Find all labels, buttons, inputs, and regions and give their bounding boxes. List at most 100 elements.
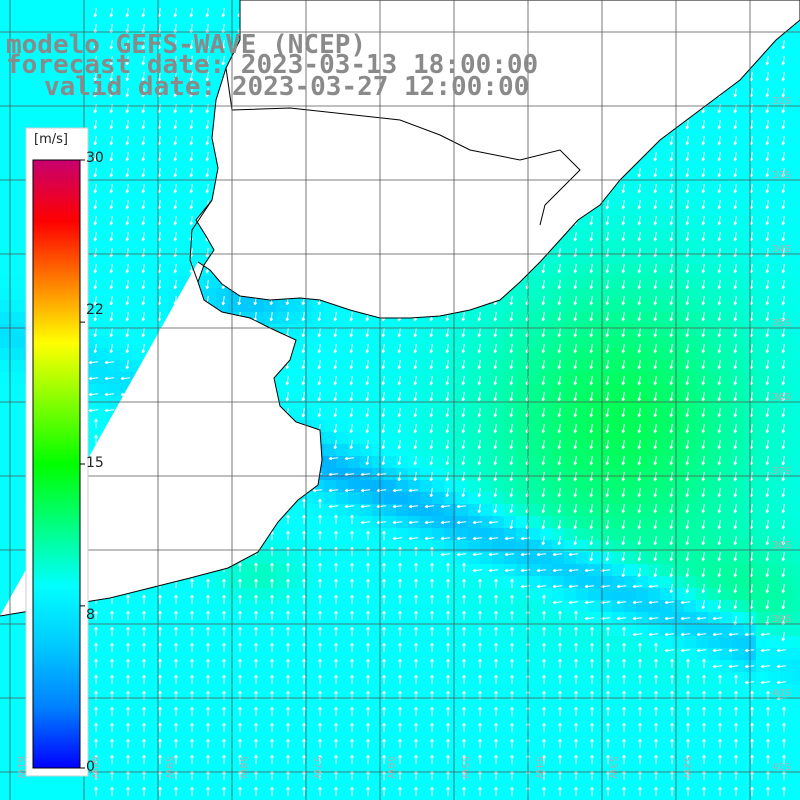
wind-speed-cell	[336, 576, 349, 589]
wind-speed-cell	[36, 0, 49, 13]
wind-speed-cell	[0, 168, 13, 181]
wind-speed-cell	[672, 432, 685, 445]
wind-speed-cell	[540, 696, 553, 709]
wind-speed-cell	[312, 576, 325, 589]
wind-speed-cell	[324, 780, 337, 793]
wind-speed-cell	[276, 756, 289, 769]
wind-speed-cell	[180, 180, 193, 193]
wind-speed-cell	[168, 792, 181, 800]
wind-speed-cell	[288, 624, 301, 637]
wind-speed-cell	[0, 156, 13, 169]
wind-speed-cell	[708, 144, 721, 157]
wind-speed-cell	[660, 252, 673, 265]
wind-speed-cell	[192, 660, 205, 673]
wind-speed-cell	[468, 768, 481, 781]
wind-speed-cell	[132, 276, 145, 289]
wind-speed-cell	[612, 768, 625, 781]
wind-speed-cell	[696, 240, 709, 253]
wind-speed-cell	[720, 216, 733, 229]
wind-speed-cell	[216, 720, 229, 733]
wind-speed-cell	[528, 720, 541, 733]
wind-speed-cell	[372, 648, 385, 661]
wind-speed-cell	[396, 444, 409, 457]
wind-speed-cell	[696, 420, 709, 433]
wind-speed-cell	[444, 780, 457, 793]
wind-speed-cell	[528, 768, 541, 781]
wind-speed-cell	[96, 672, 109, 685]
wind-speed-cell	[396, 480, 409, 493]
wind-speed-cell	[624, 432, 637, 445]
wind-arrow	[141, 151, 146, 162]
wind-speed-cell	[648, 708, 661, 721]
wind-speed-cell	[576, 528, 589, 541]
wind-speed-cell	[540, 312, 553, 325]
wind-speed-cell	[456, 324, 469, 337]
wind-speed-cell	[336, 336, 349, 349]
wind-speed-cell	[756, 732, 769, 745]
wind-speed-cell	[108, 192, 121, 205]
wind-speed-cell	[264, 708, 277, 721]
wind-speed-cell	[480, 612, 493, 625]
wind-speed-cell	[120, 636, 133, 649]
wind-speed-cell	[672, 132, 685, 145]
wind-speed-cell	[528, 480, 541, 493]
wind-speed-cell	[12, 432, 25, 445]
wind-speed-cell	[504, 492, 517, 505]
wind-speed-cell	[420, 792, 433, 800]
wind-speed-cell	[420, 720, 433, 733]
wind-speed-cell	[228, 720, 241, 733]
wind-speed-cell	[120, 204, 133, 217]
wind-speed-cell	[684, 504, 697, 517]
wind-speed-cell	[12, 348, 25, 361]
wind-speed-cell	[0, 408, 13, 421]
wind-speed-cell	[132, 756, 145, 769]
wind-speed-cell	[252, 744, 265, 757]
wind-speed-cell	[144, 600, 157, 613]
wind-speed-cell	[0, 624, 13, 637]
wind-speed-cell	[528, 624, 541, 637]
wind-speed-cell	[660, 672, 673, 685]
wind-speed-cell	[540, 792, 553, 800]
wind-speed-cell	[660, 684, 673, 697]
wind-speed-cell	[672, 384, 685, 397]
wind-speed-cell	[576, 456, 589, 469]
wind-speed-cell	[612, 480, 625, 493]
wind-speed-cell	[240, 732, 253, 745]
wind-speed-cell	[396, 648, 409, 661]
wind-speed-cell	[252, 600, 265, 613]
wind-speed-cell	[480, 780, 493, 793]
wind-speed-cell	[132, 264, 145, 277]
wind-speed-cell	[96, 192, 109, 205]
wind-speed-cell	[780, 216, 793, 229]
wind-speed-cell	[108, 168, 121, 181]
wind-speed-cell	[144, 72, 157, 85]
wind-speed-cell	[288, 516, 301, 529]
wind-speed-cell	[648, 420, 661, 433]
wind-speed-cell	[324, 708, 337, 721]
wind-speed-cell	[624, 636, 637, 649]
wind-speed-cell	[468, 312, 481, 325]
wind-speed-cell	[360, 588, 373, 601]
wind-speed-cell	[720, 588, 733, 601]
wind-speed-cell	[660, 144, 673, 157]
wind-speed-cell	[624, 264, 637, 277]
wind-speed-cell	[120, 768, 133, 781]
wind-speed-cell	[372, 432, 385, 445]
wind-speed-cell	[288, 360, 301, 373]
wind-speed-cell	[144, 264, 157, 277]
wind-speed-cell	[396, 360, 409, 373]
wind-speed-cell	[120, 36, 133, 49]
wind-speed-cell	[768, 660, 781, 673]
wind-speed-cell	[636, 444, 649, 457]
wind-speed-cell	[120, 348, 133, 361]
wind-speed-cell	[516, 456, 529, 469]
wind-speed-cell	[432, 732, 445, 745]
wind-speed-cell	[24, 780, 37, 793]
wind-speed-cell	[360, 672, 373, 685]
wind-speed-cell	[420, 552, 433, 565]
wind-speed-cell	[588, 708, 601, 721]
wind-speed-cell	[768, 612, 781, 625]
wind-speed-cell	[648, 468, 661, 481]
wind-speed-cell	[708, 324, 721, 337]
wind-speed-cell	[216, 288, 229, 301]
